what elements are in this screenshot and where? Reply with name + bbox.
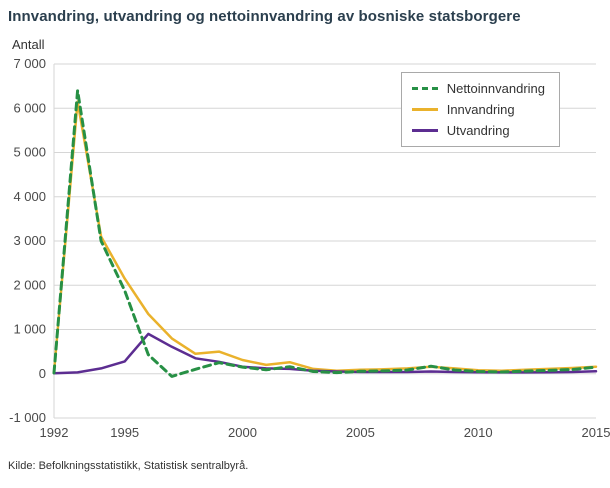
legend-item-nettoinnvandring: Nettoinnvandring — [411, 81, 545, 96]
legend-item-utvandring: Utvandring — [411, 123, 545, 138]
svg-text:1 000: 1 000 — [13, 322, 46, 337]
legend-item-innvandring: Innvandring — [411, 102, 545, 117]
innvandring-line-swatch — [411, 108, 438, 111]
svg-text:6 000: 6 000 — [13, 100, 46, 115]
svg-text:2 000: 2 000 — [13, 277, 46, 292]
chart-title: Innvandring, utvandring og nettoinnvandr… — [8, 8, 521, 25]
line-chart: 7 000 6 000 5 000 4 000 3 000 2 000 1 000 0 -1 0… — [9, 56, 610, 440]
svg-text:5 000: 5 000 — [13, 145, 46, 160]
svg-text:4 000: 4 000 — [13, 189, 46, 204]
y-axis-unit-label: Antall — [12, 37, 45, 52]
svg-text:3 000: 3 000 — [13, 233, 46, 248]
legend-label-utvandring: Utvandring — [446, 123, 510, 138]
svg-text:2015: 2015 — [582, 425, 610, 440]
legend-label-innvandring: Innvandring — [446, 102, 515, 117]
svg-text:2000: 2000 — [228, 425, 257, 440]
svg-text:2010: 2010 — [464, 425, 493, 440]
svg-text:7 000: 7 000 — [13, 56, 46, 71]
svg-text:2005: 2005 — [346, 425, 375, 440]
chart-legend: Nettoinnvandring Innvandring Utvandring — [400, 72, 560, 147]
legend-label-nettoinnvandring: Nettoinnvandring — [446, 81, 545, 96]
svg-text:0: 0 — [39, 366, 46, 381]
nettoinnvandring-line-swatch — [411, 87, 438, 90]
source-note: Kilde: Befolkningsstatistikk, Statistisk… — [8, 460, 249, 472]
svg-text:1995: 1995 — [110, 425, 139, 440]
chart-area: 7 000 6 000 5 000 4 000 3 000 2 000 1 000 0 -1 0… — [8, 56, 610, 446]
utvandring-line-swatch — [411, 129, 438, 132]
svg-text:-1 000: -1 000 — [9, 410, 46, 425]
svg-text:1992: 1992 — [40, 425, 69, 440]
